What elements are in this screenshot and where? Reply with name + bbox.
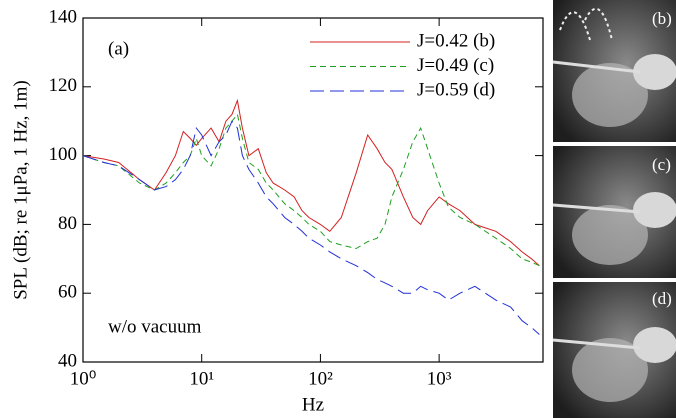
photo	[552, 0, 676, 142]
y-tick-label: 40	[58, 350, 77, 371]
y-tick-label: 80	[58, 213, 77, 234]
x-tick-label: 10²	[308, 368, 333, 389]
x-axis-label: Hz	[302, 394, 324, 415]
y-tick-label: 140	[49, 6, 78, 27]
photo-label: (b)	[652, 9, 672, 28]
legend-label: J=0.42 (b)	[417, 30, 495, 51]
photo-panels: (b) (c) (d)	[552, 0, 676, 418]
y-tick-label: 100	[49, 144, 78, 165]
y-tick-label: 60	[58, 282, 77, 303]
series-line	[82, 98, 540, 267]
photo	[552, 146, 676, 278]
plot-frame	[82, 17, 544, 363]
series-line	[82, 120, 540, 335]
y-axis-label: SPL (dB; re 1μPa, 1 Hz, 1m)	[10, 80, 31, 300]
legend-label: J=0.49 (c)	[417, 55, 494, 76]
series-line	[82, 113, 540, 267]
x-tick-label: 10⁰	[70, 368, 97, 389]
photo-label: (c)	[652, 155, 671, 174]
x-tick-label: 10³	[427, 368, 452, 389]
panel-label: (a)	[108, 38, 129, 59]
y-tick-label: 120	[49, 75, 78, 96]
x-tick-label: 10¹	[189, 368, 214, 389]
photo	[552, 282, 676, 418]
legend-label: J=0.59 (d)	[417, 79, 495, 100]
photo-label: (d)	[652, 289, 672, 308]
annotation: w/o vacuum	[108, 316, 202, 337]
